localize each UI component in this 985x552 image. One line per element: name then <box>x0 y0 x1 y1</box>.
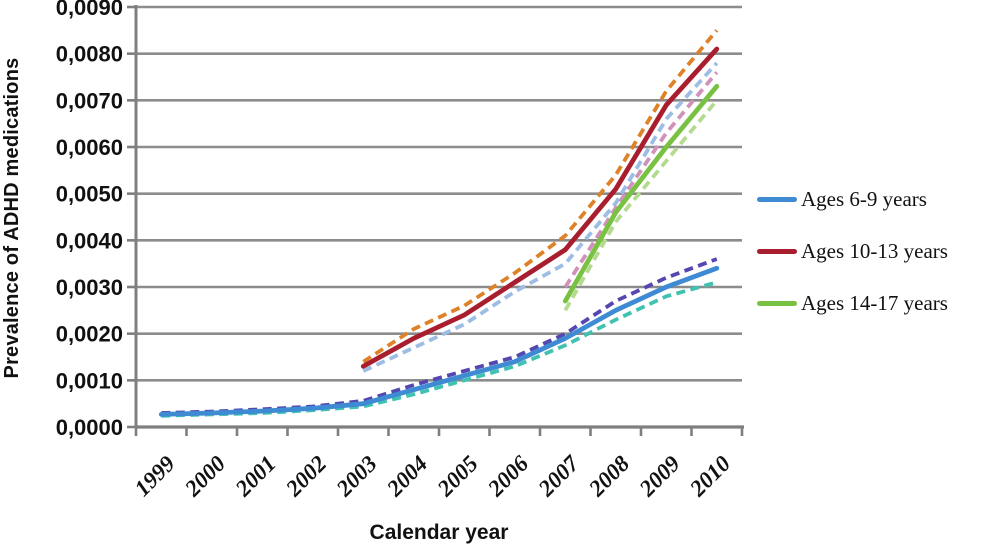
x-tick-label: 1999 <box>130 451 181 502</box>
legend-item-ages-14-17: Ages 14-17 years <box>757 290 948 316</box>
x-tick-label: 2000 <box>179 451 230 502</box>
legend-label: Ages 10-13 years <box>801 238 948 263</box>
y-tick-label: 0,0000 <box>56 415 123 440</box>
series-line-ages-6-9-years-upper-ci <box>161 257 718 415</box>
y-tick-label: 0,0030 <box>56 275 123 300</box>
y-axis-labels: 0,0000 0,0010 0,0020 0,0030 0,0040 0,0050 0,00… <box>56 0 123 440</box>
y-tick-label: 0,0050 <box>56 182 123 207</box>
series-line-ages-6-9-years <box>158 265 720 417</box>
y-tick-label: 0,0080 <box>56 42 123 67</box>
x-tick-label: 2007 <box>533 450 585 502</box>
axes <box>134 5 744 429</box>
legend-item-ages-6-9: Ages 6-9 years <box>757 186 948 212</box>
legend-swatch-ages-6-9 <box>757 196 797 202</box>
x-tick-label: 2006 <box>482 451 533 502</box>
y-tick-label: 0,0070 <box>56 88 123 113</box>
x-tick-label: 2009 <box>634 451 685 502</box>
x-axis-ticks <box>134 427 744 436</box>
x-tick-label: 2004 <box>381 451 432 502</box>
x-tick-label: 2010 <box>684 451 735 502</box>
y-tick-label: 0,0010 <box>56 368 123 393</box>
y-tick-label: 0,0020 <box>56 322 123 347</box>
series-lines <box>158 29 720 418</box>
x-tick-label: 2001 <box>230 451 281 502</box>
series-line-ages-10-13-years <box>360 46 720 369</box>
gridlines <box>136 5 742 382</box>
x-tick-label: 2003 <box>331 451 382 502</box>
x-tick-label: 2005 <box>432 451 483 502</box>
series-line-ages-14-17-years-upper-ci <box>563 71 719 289</box>
series-line-ages-14-17-years-lower-ci <box>563 99 719 312</box>
y-tick-label: 0,0040 <box>56 228 123 253</box>
series-line-ages-14-17-years <box>562 83 720 304</box>
series-line-ages-10-13-years-upper-ci <box>362 29 719 364</box>
legend-label: Ages 14-17 years <box>801 290 948 315</box>
legend-item-ages-10-13: Ages 10-13 years <box>757 238 948 264</box>
y-axis-title: Prevalence of ADHD medications <box>1 57 23 379</box>
x-tick-label: 2008 <box>583 451 634 502</box>
chart-legend: Ages 6-9 years Ages 10-13 years Ages 14-… <box>757 186 948 342</box>
y-tick-label: 0,0090 <box>56 0 123 20</box>
legend-swatch-ages-14-17 <box>757 300 797 306</box>
legend-swatch-ages-10-13 <box>757 248 797 254</box>
y-tick-label: 0,0060 <box>56 135 123 160</box>
series-line-ages-10-13-years-lower-ci <box>362 61 719 373</box>
x-axis-title: Calendar year <box>369 521 509 544</box>
legend-label: Ages 6-9 years <box>801 186 927 211</box>
x-axis-labels: 1999 2000 2001 2002 2003 2004 2005 2006 2007 2008… <box>130 450 736 502</box>
x-tick-label: 2002 <box>280 451 331 502</box>
